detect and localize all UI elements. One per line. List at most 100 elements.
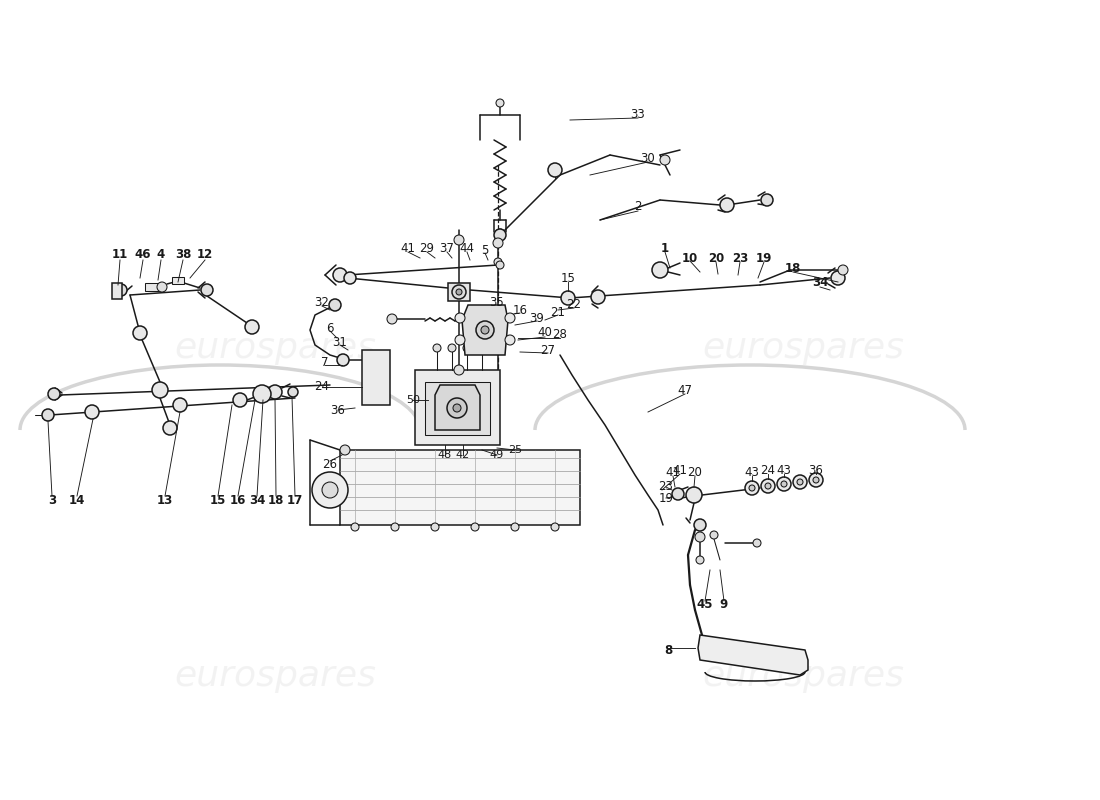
Circle shape [494, 229, 506, 241]
Text: 2: 2 [635, 201, 641, 214]
Circle shape [496, 99, 504, 107]
Text: 17: 17 [287, 494, 304, 506]
Circle shape [152, 382, 168, 398]
Text: 32: 32 [315, 297, 329, 310]
Circle shape [163, 421, 177, 435]
Text: 22: 22 [566, 298, 582, 311]
Text: 24: 24 [760, 463, 775, 477]
Text: 15: 15 [210, 494, 227, 506]
Circle shape [312, 472, 348, 508]
Text: 37: 37 [440, 242, 454, 254]
Circle shape [116, 284, 127, 296]
Text: 42: 42 [455, 450, 470, 460]
Circle shape [754, 539, 761, 547]
Text: 20: 20 [708, 251, 724, 265]
Circle shape [505, 335, 515, 345]
Text: 44: 44 [460, 242, 474, 254]
Polygon shape [698, 635, 808, 675]
Circle shape [447, 398, 468, 418]
Circle shape [253, 385, 271, 403]
Circle shape [591, 290, 605, 304]
Circle shape [781, 481, 786, 487]
Text: 35: 35 [490, 297, 505, 310]
Circle shape [233, 393, 248, 407]
Bar [362, 350, 390, 405]
Circle shape [288, 387, 298, 397]
Text: 1: 1 [661, 242, 669, 254]
Circle shape [452, 285, 466, 299]
Text: 5: 5 [482, 243, 488, 257]
Text: 36: 36 [331, 403, 345, 417]
Circle shape [493, 238, 503, 248]
Circle shape [496, 261, 504, 269]
Circle shape [548, 163, 562, 177]
Text: 8: 8 [664, 643, 672, 657]
Text: 46: 46 [134, 249, 152, 262]
Text: 50: 50 [406, 395, 420, 405]
Text: 45: 45 [696, 598, 713, 611]
Text: 29: 29 [419, 242, 435, 254]
Circle shape [512, 523, 519, 531]
Text: 19: 19 [659, 491, 673, 505]
Circle shape [686, 487, 702, 503]
Text: 7: 7 [321, 357, 329, 370]
Text: 10: 10 [682, 251, 698, 265]
Text: eurospares: eurospares [702, 659, 904, 693]
Circle shape [694, 519, 706, 531]
Polygon shape [434, 385, 480, 430]
Circle shape [463, 344, 471, 352]
Circle shape [830, 271, 845, 285]
Circle shape [454, 365, 464, 375]
Circle shape [329, 299, 341, 311]
Circle shape [838, 265, 848, 275]
Circle shape [761, 479, 776, 493]
Circle shape [551, 523, 559, 531]
Circle shape [173, 398, 187, 412]
Bar [340, 450, 580, 525]
Text: 41: 41 [672, 463, 688, 477]
Text: 36: 36 [808, 463, 824, 477]
Circle shape [322, 482, 338, 498]
Text: 12: 12 [197, 249, 213, 262]
Text: 6: 6 [327, 322, 333, 334]
Circle shape [672, 488, 684, 500]
Text: 15: 15 [561, 271, 575, 285]
Circle shape [351, 523, 359, 531]
Circle shape [48, 388, 60, 400]
Bar [448, 283, 470, 301]
Circle shape [340, 445, 350, 455]
Text: 14: 14 [69, 494, 85, 506]
Circle shape [344, 272, 356, 284]
Circle shape [761, 194, 773, 206]
Polygon shape [415, 370, 500, 445]
Circle shape [454, 235, 464, 245]
Text: 25: 25 [508, 445, 522, 455]
Text: 34: 34 [812, 277, 828, 290]
Text: eurospares: eurospares [702, 331, 904, 365]
Circle shape [652, 262, 668, 278]
Circle shape [808, 473, 823, 487]
Circle shape [453, 404, 461, 412]
Circle shape [471, 523, 478, 531]
Text: 21: 21 [550, 306, 565, 318]
Text: 19: 19 [756, 251, 772, 265]
Text: 11: 11 [112, 249, 128, 262]
Text: 28: 28 [552, 329, 568, 342]
Circle shape [390, 523, 399, 531]
Text: 47: 47 [678, 383, 693, 397]
Text: eurospares: eurospares [174, 659, 376, 693]
Circle shape [777, 477, 791, 491]
Circle shape [695, 532, 705, 542]
Circle shape [201, 284, 213, 296]
Text: 23: 23 [732, 251, 748, 265]
Text: 9: 9 [719, 598, 728, 611]
Bar [145, 283, 160, 291]
Text: 20: 20 [688, 466, 703, 478]
Circle shape [456, 289, 462, 295]
Text: 34: 34 [249, 494, 265, 506]
Bar [172, 277, 184, 284]
Text: 13: 13 [157, 494, 173, 506]
Text: 31: 31 [332, 335, 348, 349]
Circle shape [42, 409, 54, 421]
Text: 33: 33 [630, 109, 646, 122]
